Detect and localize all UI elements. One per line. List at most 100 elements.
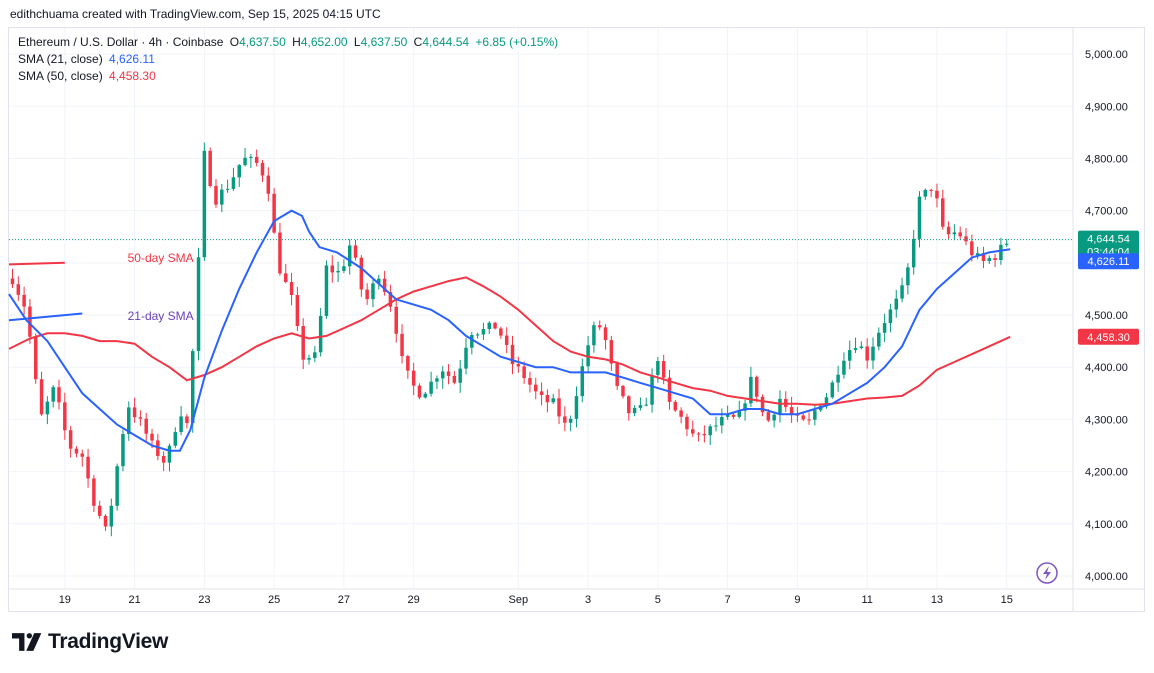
- y-tick-label: 5,000.00: [1085, 49, 1128, 61]
- chart-caption: edithchuama created with TradingView.com…: [10, 7, 381, 21]
- candle-body: [714, 425, 718, 427]
- candle-body: [446, 371, 451, 376]
- candle-body: [941, 198, 945, 227]
- sma50-legend-label: SMA (50, close): [18, 69, 103, 83]
- candle-body: [475, 334, 480, 336]
- close-value: 4,644.54: [422, 35, 470, 49]
- x-tick-label: 5: [655, 594, 661, 606]
- candle-body: [435, 378, 439, 382]
- candle-body: [68, 430, 73, 449]
- candle-body: [946, 226, 951, 235]
- candle-body: [551, 398, 555, 403]
- annotation-label: 21-day SMA: [128, 309, 194, 323]
- candle-body: [516, 364, 521, 367]
- candle-body: [458, 368, 462, 383]
- x-tick-label: 11: [861, 594, 872, 606]
- sma21-line: [8, 209, 1011, 452]
- candle-body: [609, 340, 614, 364]
- candle-body: [807, 419, 811, 421]
- candle-body: [743, 403, 747, 411]
- candle-body: [51, 387, 55, 402]
- x-tick-label: 13: [931, 594, 943, 606]
- candle-body: [615, 363, 619, 386]
- candle-body: [778, 398, 782, 415]
- tradingview-logo-icon: [12, 633, 42, 651]
- candle-body: [411, 370, 416, 386]
- candle-body: [970, 241, 974, 256]
- candle-body: [673, 401, 678, 411]
- candle-body: [557, 398, 561, 417]
- x-tick-label: 7: [725, 594, 731, 606]
- candle-body: [330, 265, 335, 273]
- high-label: H: [292, 35, 301, 49]
- candle-body: [824, 397, 829, 406]
- candle-body: [545, 394, 550, 403]
- candle-body: [493, 322, 497, 329]
- candle-body: [888, 309, 893, 324]
- candle-body: [336, 270, 340, 273]
- sma21-legend[interactable]: SMA (21, close) 4,626.11: [18, 52, 158, 66]
- candle-body: [603, 327, 608, 341]
- candle-body: [121, 434, 125, 467]
- candle-body: [958, 232, 962, 237]
- candle-body: [836, 374, 840, 383]
- candle-body: [342, 266, 346, 271]
- candle-body: [144, 418, 148, 434]
- candle-body: [214, 185, 218, 205]
- sma50-legend[interactable]: SMA (50, close) 4,458.30: [18, 69, 159, 83]
- candle-body: [592, 325, 596, 346]
- candle-body: [597, 325, 602, 328]
- candle-body: [202, 150, 207, 258]
- candle-body: [307, 357, 311, 360]
- candle-body: [772, 414, 776, 421]
- candle-body: [324, 265, 329, 316]
- x-tick-label: 25: [268, 594, 280, 606]
- sma21-legend-value: 4,626.11: [109, 52, 155, 66]
- candle-body: [842, 360, 846, 375]
- x-tick-label: 27: [338, 594, 350, 606]
- candle-body: [667, 377, 672, 402]
- candle-body: [911, 238, 916, 268]
- candle-body: [260, 162, 265, 176]
- candle-body: [365, 289, 369, 300]
- candle-body: [45, 401, 50, 415]
- candle-body: [900, 285, 904, 299]
- open-label: O: [229, 35, 240, 49]
- candle-body: [638, 405, 643, 408]
- candle-body: [656, 361, 660, 375]
- candle-body: [440, 371, 445, 379]
- lightning-bolt-icon: [1043, 566, 1051, 580]
- candle-body: [737, 410, 742, 417]
- candle-body: [964, 236, 968, 242]
- chart-frame[interactable]: [8, 27, 1145, 612]
- x-tick-label: 9: [794, 594, 800, 606]
- open-value: 4,637.50: [239, 35, 286, 49]
- annotation-label: 50-day SMA: [128, 251, 194, 265]
- x-tick-label: 19: [59, 594, 71, 606]
- candle-body: [231, 177, 236, 189]
- x-tick-label: 29: [408, 594, 420, 606]
- candle-body: [452, 375, 457, 383]
- candle-body: [853, 348, 858, 351]
- candle-body: [801, 415, 805, 420]
- candle-body: [499, 328, 503, 336]
- candle-body: [679, 410, 683, 417]
- candle-body: [63, 402, 67, 431]
- candle-body: [196, 257, 201, 352]
- candle-body: [621, 385, 625, 397]
- candle-body: [708, 426, 712, 436]
- x-tick-label: 3: [585, 594, 591, 606]
- symbol-title[interactable]: Ethereum / U.S. Dollar · 4h · Coinbase: [18, 35, 224, 49]
- candle-body: [97, 505, 102, 516]
- candle-body: [504, 335, 509, 345]
- candle-body: [1004, 243, 1009, 245]
- tradingview-logo[interactable]: TradingView: [12, 630, 168, 654]
- candle-body: [243, 157, 247, 166]
- candle-body: [173, 432, 178, 446]
- candle-body: [789, 407, 794, 415]
- candle-body: [109, 505, 114, 527]
- change-value: +6.85 (+0.15%): [475, 35, 559, 49]
- candle-body: [470, 335, 474, 348]
- candle-body: [138, 417, 143, 419]
